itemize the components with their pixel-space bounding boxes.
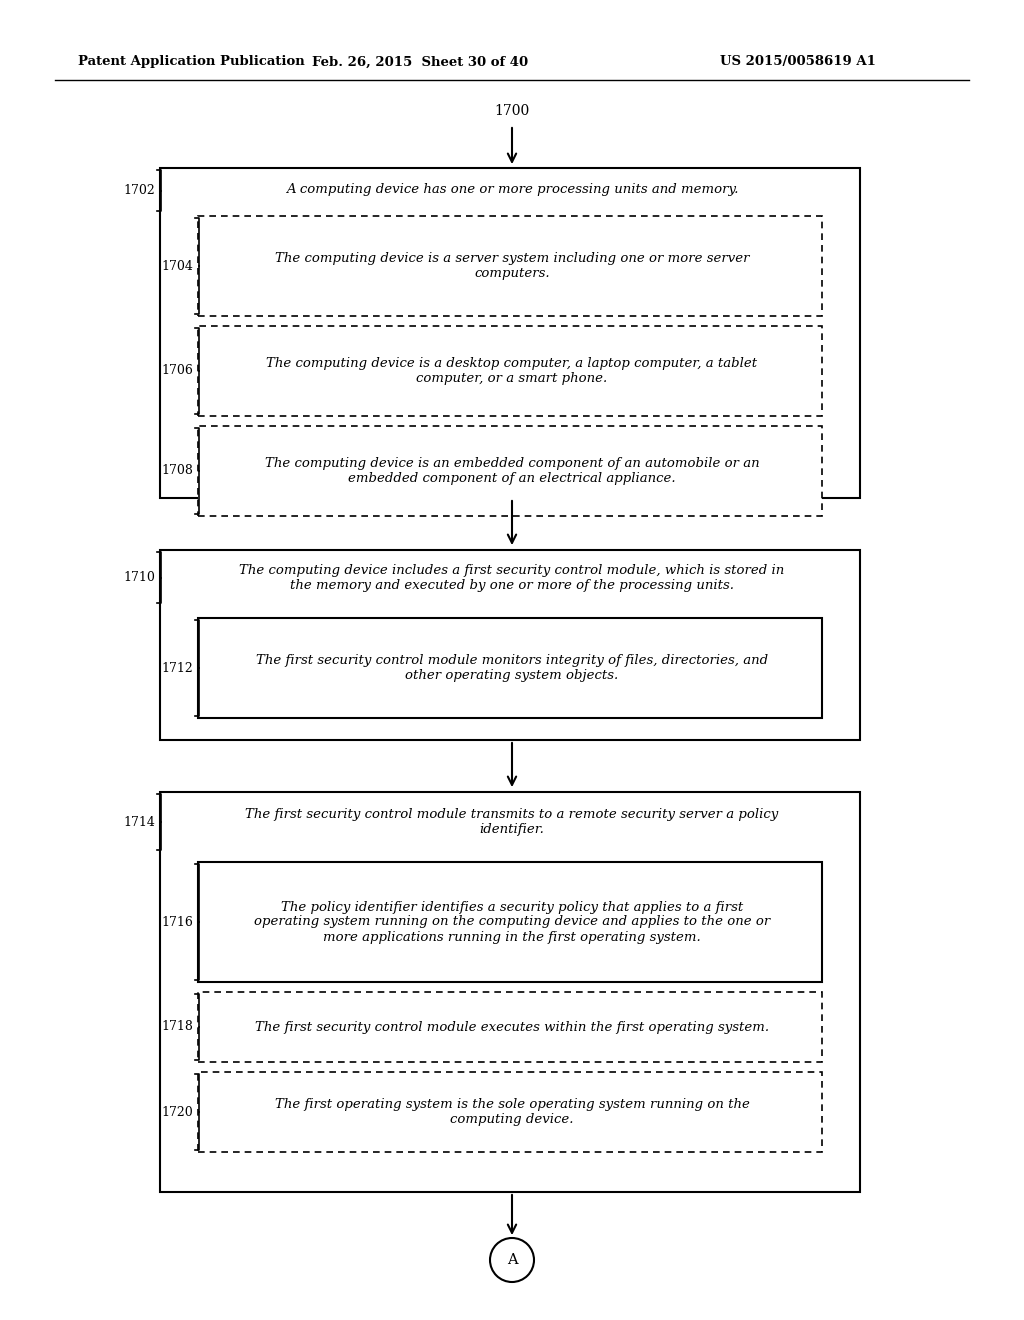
Text: 1720: 1720 [161,1106,193,1118]
Text: 1706: 1706 [161,364,193,378]
Text: US 2015/0058619 A1: US 2015/0058619 A1 [720,55,876,69]
Text: 1716: 1716 [161,916,193,928]
Text: Patent Application Publication: Patent Application Publication [78,55,305,69]
Bar [160,550,860,741]
Text: The policy identifier identifies a security policy that applies to a first
opera: The policy identifier identifies a secur… [254,900,770,944]
Bar [198,326,822,416]
Bar [198,216,822,315]
Text: The first security control module transmits to a remote security server a policy: The first security control module transm… [246,808,778,836]
Text: The first operating system is the sole operating system running on the
computing: The first operating system is the sole o… [274,1098,750,1126]
Bar [198,993,822,1063]
Text: Feb. 26, 2015  Sheet 30 of 40: Feb. 26, 2015 Sheet 30 of 40 [312,55,528,69]
Text: 1712: 1712 [161,661,193,675]
Bar [160,168,860,498]
Text: 1710: 1710 [123,572,155,583]
Text: A computing device has one or more processing units and memory.: A computing device has one or more proce… [286,183,738,197]
Bar [198,618,822,718]
Text: 1718: 1718 [161,1020,193,1034]
Bar [160,792,860,1192]
Text: 1700: 1700 [495,104,529,117]
Text: The first security control module executes within the first operating system.: The first security control module execut… [255,1020,769,1034]
Circle shape [490,1238,534,1282]
Bar [198,1072,822,1152]
Text: The computing device is an embedded component of an automobile or an
embedded co: The computing device is an embedded comp… [264,457,760,484]
Text: The computing device is a server system including one or more server
computers.: The computing device is a server system … [274,252,750,280]
Text: 1714: 1714 [123,816,155,829]
Text: The computing device includes a first security control module, which is stored i: The computing device includes a first se… [240,564,784,591]
Text: 1708: 1708 [161,465,193,478]
Text: 1704: 1704 [161,260,193,272]
Text: A: A [507,1253,517,1267]
Bar [198,862,822,982]
Text: The first security control module monitors integrity of files, directories, and
: The first security control module monito… [256,653,768,682]
Text: 1702: 1702 [123,183,155,197]
Bar [198,426,822,516]
Text: The computing device is a desktop computer, a laptop computer, a tablet
computer: The computing device is a desktop comput… [266,356,758,385]
